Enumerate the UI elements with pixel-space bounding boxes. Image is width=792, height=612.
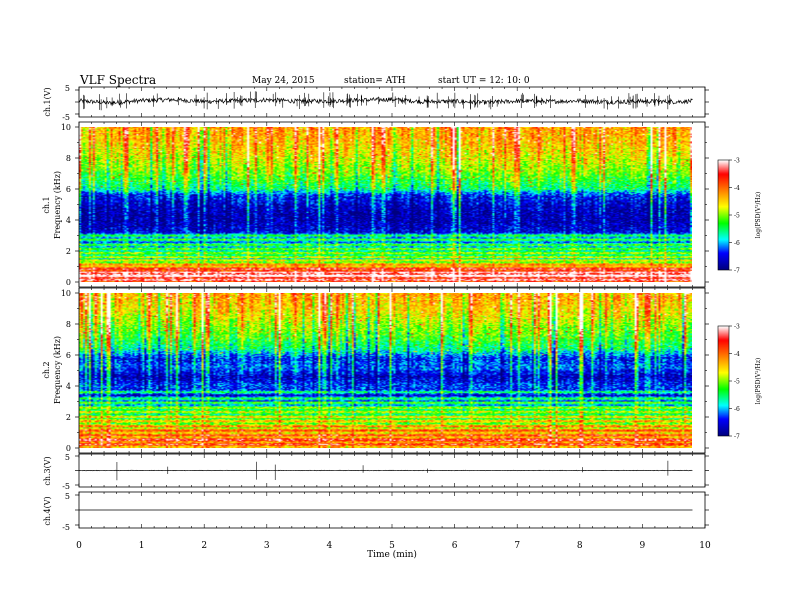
ch2-spectrogram-panel: 0 2 4 6 8 10 Frequency (kHz) ch.2: [42, 287, 709, 454]
waveform-line: [78, 97, 693, 106]
ch1-spectrogram-panel: 0 2 4 6 8 10 Frequency (kHz) ch.1: [42, 121, 709, 288]
ch4-waveform-ylabel: ch.4(V): [43, 496, 52, 525]
colorbar-tick-label: -5: [734, 379, 740, 386]
frequency-tick-label: 4: [66, 216, 71, 225]
ch2-spectrogram-y-axis: 0 2 4 6 8 10: [61, 289, 709, 453]
colorbar-tick-label: -7: [734, 434, 740, 441]
ch1-spectrogram-y-axis: 0 2 4 6 8 10: [61, 123, 709, 287]
time-tick-label: 1: [139, 541, 145, 551]
ch2-spectrogram-ylabel: Frequency (kHz): [53, 336, 62, 404]
time-tick-label: 2: [201, 541, 207, 551]
ch2-colorbar-label: log(PSD(V²/Hz): [755, 358, 762, 405]
time-tick-label: 4: [327, 541, 333, 551]
frequency-tick-label: 6: [66, 351, 71, 360]
frequency-tick-label: 2: [66, 247, 71, 256]
time-axis-ticks: [78, 87, 706, 528]
time-tick-label: 5: [389, 541, 395, 551]
ch3-ytick-bottom: -5: [62, 482, 70, 491]
ch3-waveform-trace: [75, 455, 709, 486]
ch4-ytick-bottom: -5: [62, 523, 70, 532]
frequency-tick-label: 0: [66, 278, 71, 287]
ch1-colorbar-ticks: -3 -4 -5 -6 -7: [729, 158, 740, 275]
ch1-colorbar-gradient: [718, 160, 729, 270]
ch1-waveform-panel: 5 -5 ch.1(V): [43, 84, 709, 122]
frequency-tick-label: 6: [66, 185, 71, 194]
ch4-waveform-trace: [75, 494, 709, 526]
ch2-spectrogram-image: [79, 293, 692, 448]
colorbar-tick-label: -3: [734, 158, 740, 165]
header-station: station= ATH: [344, 76, 406, 86]
time-axis-label: Time (min): [367, 549, 417, 560]
ch1-spectrogram-image: [79, 127, 692, 282]
ch1-waveform-ylabel: ch.1(V): [43, 87, 52, 116]
ch3-waveform-panel: 5 -5 ch.3(V): [43, 453, 709, 491]
frequency-tick-label: 0: [66, 444, 71, 453]
frequency-tick-label: 4: [66, 382, 71, 391]
ch1-colorbar: -3 -4 -5 -6 -7 log(PSD(V²/Hz): [717, 158, 762, 275]
ch2-colorbar-gradient: [718, 326, 729, 436]
figure-title: VLF Spectra: [79, 73, 156, 87]
ch1-ytick-bottom: -5: [62, 113, 70, 122]
time-tick-label: 3: [264, 541, 270, 551]
header-start-time: start UT = 12: 10: 0: [438, 76, 530, 86]
colorbar-tick-label: -3: [734, 324, 740, 331]
colorbar-tick-label: -6: [734, 406, 740, 413]
colorbar-tick-label: -7: [734, 268, 740, 275]
ch4-ytick-top: 5: [65, 492, 70, 501]
ch1-spectrogram-channel-label: ch.1: [42, 196, 51, 213]
frequency-tick-label: 10: [61, 123, 71, 132]
frequency-tick-label: 2: [66, 413, 71, 422]
time-tick-label: 6: [452, 541, 458, 551]
ch2-colorbar-ticks: -3 -4 -5 -6 -7: [729, 324, 740, 441]
colorbar-tick-label: -4: [734, 351, 740, 358]
frequency-tick-label: 10: [61, 289, 71, 298]
ch1-colorbar-label: log(PSD(V²/Hz): [755, 192, 762, 239]
ch3-waveform-ylabel: ch.3(V): [43, 456, 52, 485]
time-tick-label: 9: [640, 541, 646, 551]
colorbar-tick-label: -5: [734, 213, 740, 220]
ch1-spectrogram-ylabel: Frequency (kHz): [53, 171, 62, 239]
frequency-tick-label: 8: [66, 154, 71, 163]
header-date: May 24, 2015: [252, 76, 315, 86]
ch4-waveform-panel: 5 -5 ch.4(V): [43, 491, 709, 532]
ch3-ytick-top: 5: [65, 453, 70, 462]
ch1-ytick-top: 5: [65, 84, 70, 93]
frequency-tick-label: 8: [66, 320, 71, 329]
ch1-waveform-trace: [75, 89, 709, 115]
time-axis-tick-labels: 0 1 2 3 4 5 6 7 8 9 10: [76, 541, 711, 551]
time-tick-label: 0: [76, 541, 82, 551]
colorbar-tick-label: -4: [734, 185, 740, 192]
ch2-spectrogram-channel-label: ch.2: [42, 361, 51, 378]
ch2-colorbar: -3 -4 -5 -6 -7 log(PSD(V²/Hz): [717, 324, 762, 441]
colorbar-tick-label: -6: [734, 240, 740, 247]
time-tick-label: 8: [577, 541, 583, 551]
time-tick-label: 7: [514, 541, 520, 551]
time-tick-label: 10: [699, 541, 711, 551]
